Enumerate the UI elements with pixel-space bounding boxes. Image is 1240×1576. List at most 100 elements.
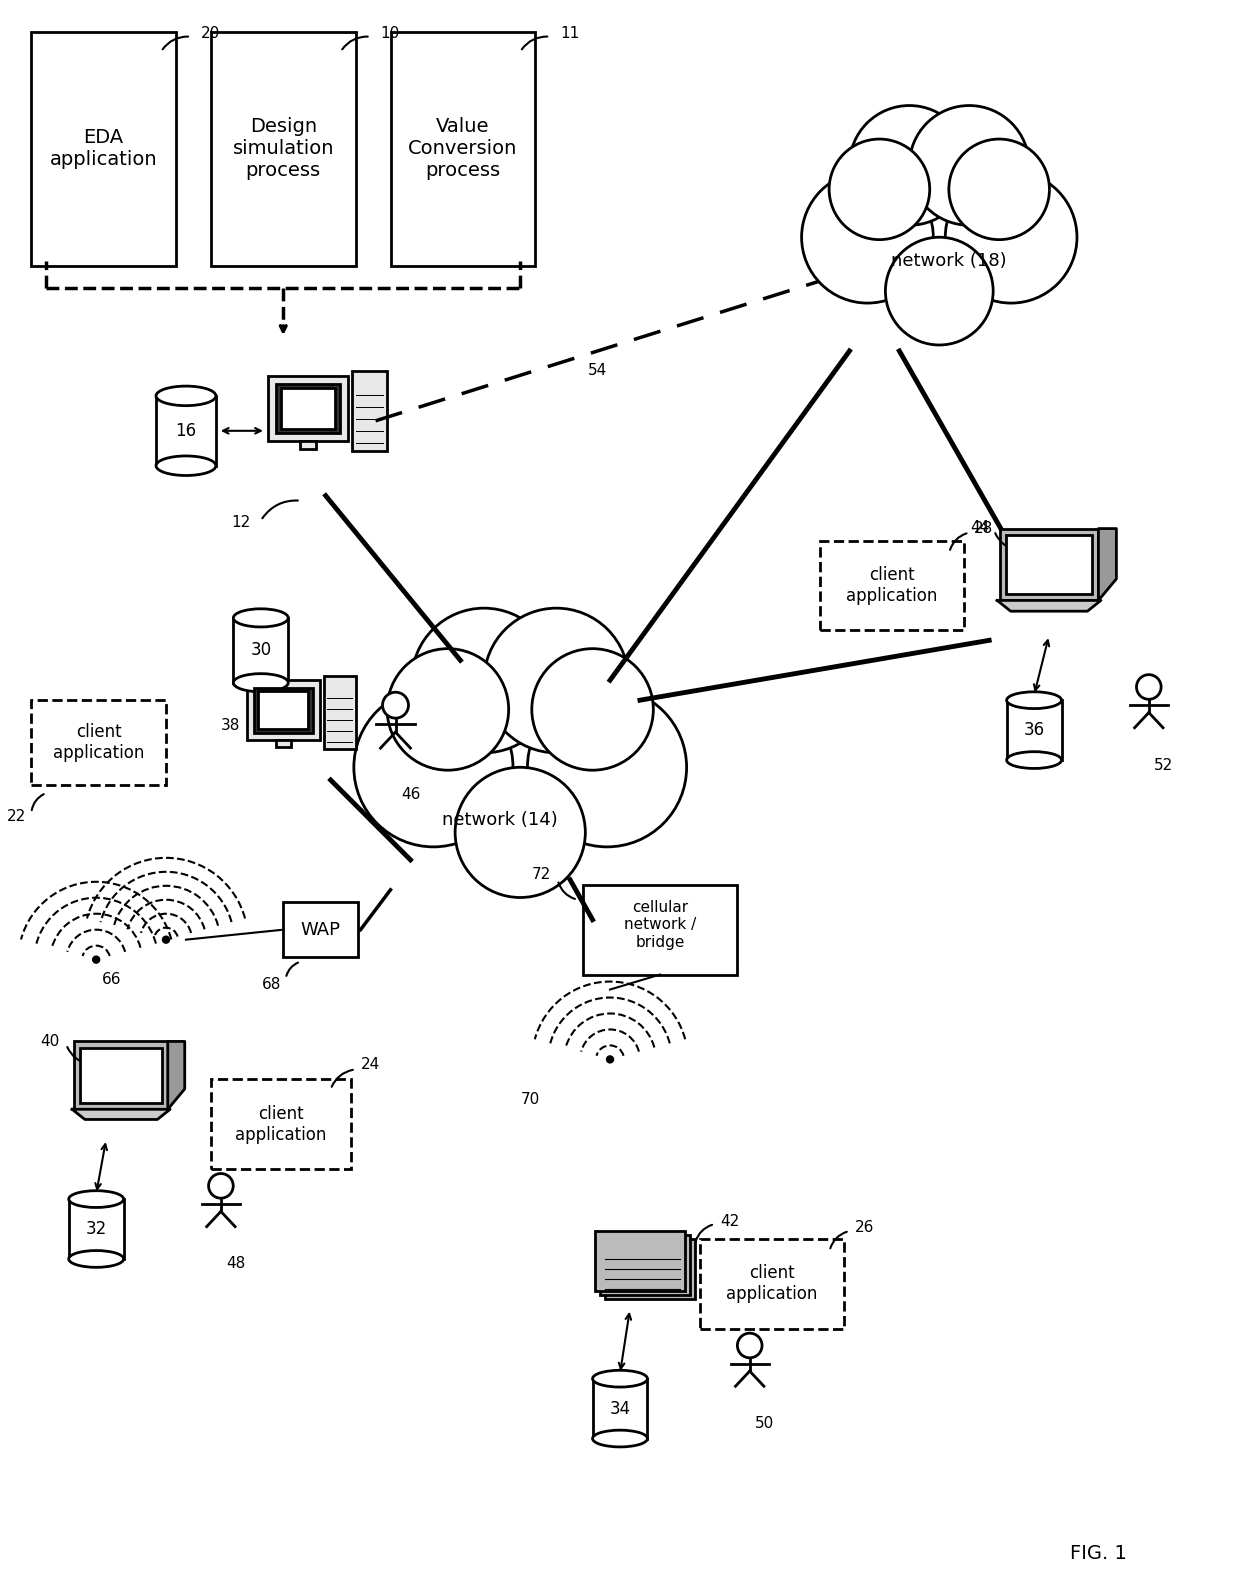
Text: EDA
application: EDA application (50, 128, 157, 169)
Bar (211, 32, 356, 266)
Text: 44: 44 (970, 520, 990, 536)
Ellipse shape (233, 673, 288, 692)
Bar (595, 1231, 684, 1291)
Circle shape (945, 172, 1078, 303)
Bar (583, 884, 738, 974)
Polygon shape (167, 1042, 185, 1110)
Text: 34: 34 (609, 1399, 631, 1417)
Text: 42: 42 (719, 1214, 739, 1229)
Circle shape (484, 608, 629, 753)
Circle shape (532, 649, 653, 771)
Polygon shape (72, 1110, 170, 1119)
Bar (280, 388, 335, 429)
Polygon shape (997, 600, 1101, 611)
Circle shape (830, 139, 930, 240)
Text: 46: 46 (401, 788, 420, 802)
Circle shape (849, 123, 1029, 303)
Bar (324, 676, 356, 749)
Text: 28: 28 (975, 522, 993, 536)
Bar (699, 1239, 844, 1329)
Text: 11: 11 (560, 27, 579, 41)
Text: Value
Conversion
process: Value Conversion process (408, 117, 517, 180)
Text: Design
simulation
process: Design simulation process (233, 117, 334, 180)
Text: network (18): network (18) (892, 252, 1007, 269)
Text: 68: 68 (262, 977, 280, 991)
Bar (258, 692, 309, 730)
Circle shape (353, 687, 513, 846)
Ellipse shape (593, 1429, 647, 1447)
Circle shape (162, 936, 170, 942)
Text: 24: 24 (361, 1057, 379, 1072)
Bar (81, 1048, 162, 1103)
Bar (254, 687, 312, 733)
Text: 38: 38 (221, 717, 241, 733)
Text: 48: 48 (226, 1256, 246, 1272)
Text: WAP: WAP (300, 920, 341, 939)
Ellipse shape (1007, 692, 1061, 709)
Text: 52: 52 (1154, 758, 1173, 772)
Ellipse shape (156, 386, 216, 405)
Text: 22: 22 (7, 810, 26, 824)
Ellipse shape (156, 455, 216, 476)
Bar (211, 1080, 351, 1169)
Bar (999, 528, 1099, 600)
Ellipse shape (68, 1251, 124, 1267)
Bar (233, 618, 288, 682)
Bar (593, 1379, 647, 1439)
Text: client
application: client application (846, 566, 937, 605)
Text: 50: 50 (755, 1417, 774, 1431)
Text: 30: 30 (250, 641, 272, 659)
Text: 26: 26 (854, 1220, 874, 1234)
Bar (1007, 700, 1061, 760)
Circle shape (455, 768, 585, 897)
Text: 72: 72 (532, 867, 551, 883)
Circle shape (909, 106, 1029, 225)
Circle shape (382, 692, 408, 719)
Ellipse shape (233, 608, 288, 627)
Circle shape (93, 957, 99, 963)
Circle shape (885, 238, 993, 345)
Text: 12: 12 (232, 515, 250, 530)
Circle shape (412, 630, 629, 846)
Bar (277, 741, 290, 747)
Text: 70: 70 (521, 1092, 539, 1106)
Text: 20: 20 (201, 27, 221, 41)
Text: client
application: client application (727, 1264, 818, 1303)
Circle shape (949, 139, 1049, 240)
Bar (74, 1042, 167, 1110)
Bar (1006, 534, 1092, 594)
Bar (600, 1236, 689, 1295)
Bar (283, 901, 358, 957)
Text: client
application: client application (236, 1105, 326, 1144)
Ellipse shape (593, 1370, 647, 1387)
Circle shape (801, 172, 934, 303)
Text: 36: 36 (1023, 722, 1044, 739)
Bar (352, 370, 387, 451)
Circle shape (412, 608, 557, 753)
Text: client
application: client application (53, 723, 144, 763)
Bar (31, 32, 176, 266)
Bar (68, 1199, 124, 1259)
Circle shape (527, 687, 687, 846)
Ellipse shape (68, 1191, 124, 1207)
Circle shape (387, 649, 508, 771)
Bar (300, 441, 316, 449)
Circle shape (849, 106, 970, 225)
Text: 16: 16 (175, 422, 196, 440)
Bar (391, 32, 536, 266)
Circle shape (738, 1333, 763, 1359)
Text: network (14): network (14) (443, 812, 558, 829)
Text: 10: 10 (381, 27, 399, 41)
Bar (31, 700, 166, 785)
Bar (268, 377, 347, 441)
Bar (605, 1239, 694, 1299)
Circle shape (1137, 675, 1161, 700)
Text: FIG. 1: FIG. 1 (1070, 1544, 1127, 1563)
Polygon shape (1099, 528, 1116, 600)
Circle shape (606, 1056, 614, 1062)
Bar (247, 681, 320, 741)
Bar (820, 541, 965, 630)
Bar (275, 385, 340, 433)
Text: cellular
network /
bridge: cellular network / bridge (624, 900, 696, 950)
Circle shape (208, 1174, 233, 1198)
